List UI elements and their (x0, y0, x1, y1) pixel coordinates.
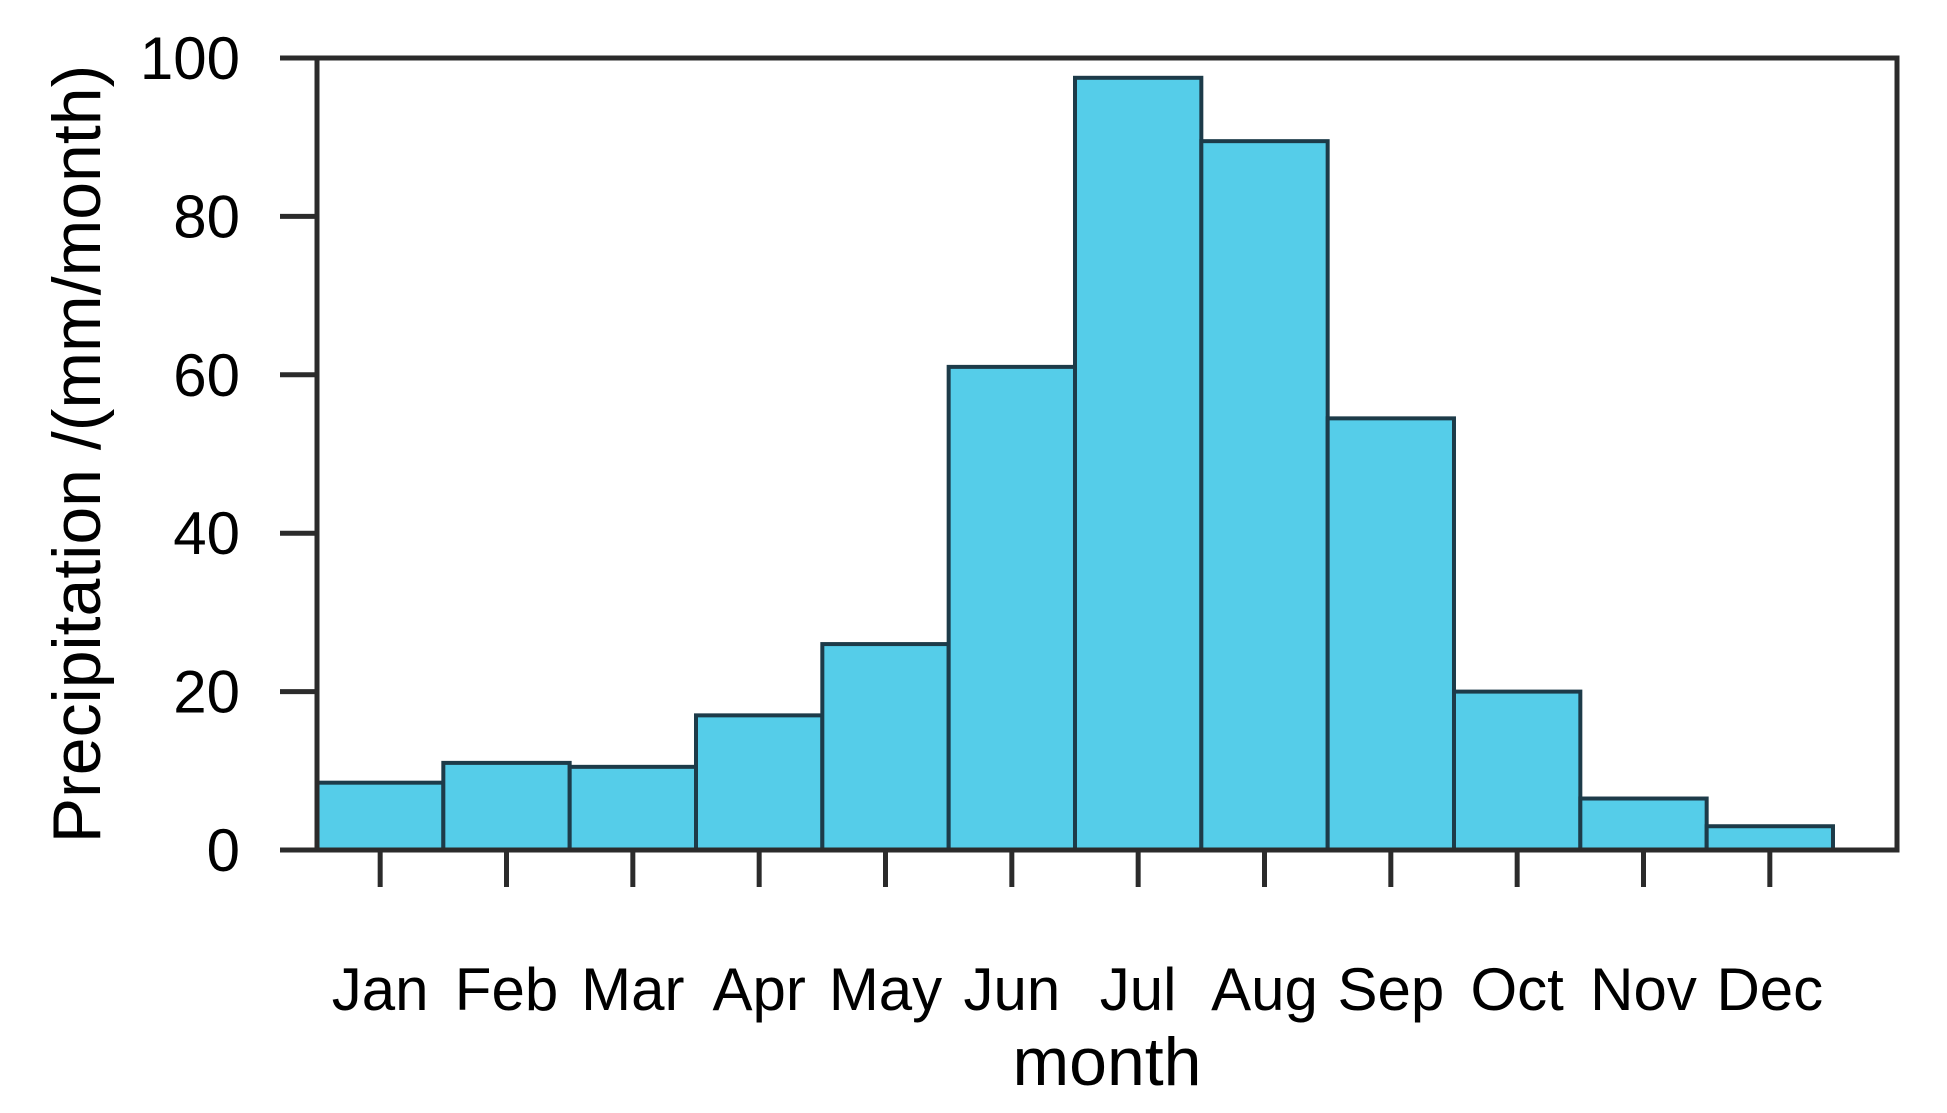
bar-may (820, 642, 951, 853)
y-tick-label: 100 (140, 25, 240, 92)
bar-nov (1578, 796, 1709, 853)
bar-jul (1073, 75, 1204, 853)
x-tick-label-jun: Jun (963, 956, 1060, 1023)
y-tick-label: 20 (173, 659, 240, 726)
bar-oct (1452, 689, 1583, 852)
bars-group (315, 75, 1835, 853)
x-tick-label-mar: Mar (581, 956, 684, 1023)
x-tick-label-feb: Feb (455, 956, 558, 1023)
x-tick-label-sep: Sep (1337, 956, 1444, 1023)
x-axis-title: month (1013, 1024, 1202, 1100)
x-tick-label-may: May (829, 956, 942, 1023)
plot-frame (314, 55, 1900, 853)
bar-sep (1325, 416, 1456, 852)
x-tick-label-apr: Apr (712, 956, 805, 1023)
bar-apr (694, 713, 825, 852)
x-tick-label-jul: Jul (1100, 956, 1177, 1023)
y-tick-label: 40 (173, 500, 240, 567)
y-axis-title: Precipitation /(mm/month) (39, 65, 115, 843)
bar-jun (946, 364, 1077, 852)
x-tick-label-dec: Dec (1716, 956, 1823, 1023)
bar-aug (1199, 139, 1330, 853)
x-tick-label-jan: Jan (332, 956, 429, 1023)
x-tick-label-aug: Aug (1211, 956, 1318, 1023)
tick-labels-group: 0 20 40 60 80 100 Jan Feb Mar Apr May Jun Jul Aug Sep O… (140, 25, 1823, 1023)
bar-mar (567, 764, 698, 853)
y-tick-label: 0 (207, 817, 240, 884)
axes-group (280, 55, 1900, 887)
bar-jan (315, 780, 446, 852)
bar-feb (441, 760, 572, 853)
y-tick-label: 60 (173, 342, 240, 409)
bar-dec (1704, 824, 1835, 852)
x-tick-label-oct: Oct (1470, 956, 1564, 1023)
y-tick-label: 80 (173, 183, 240, 250)
x-tick-label-nov: Nov (1590, 956, 1697, 1023)
